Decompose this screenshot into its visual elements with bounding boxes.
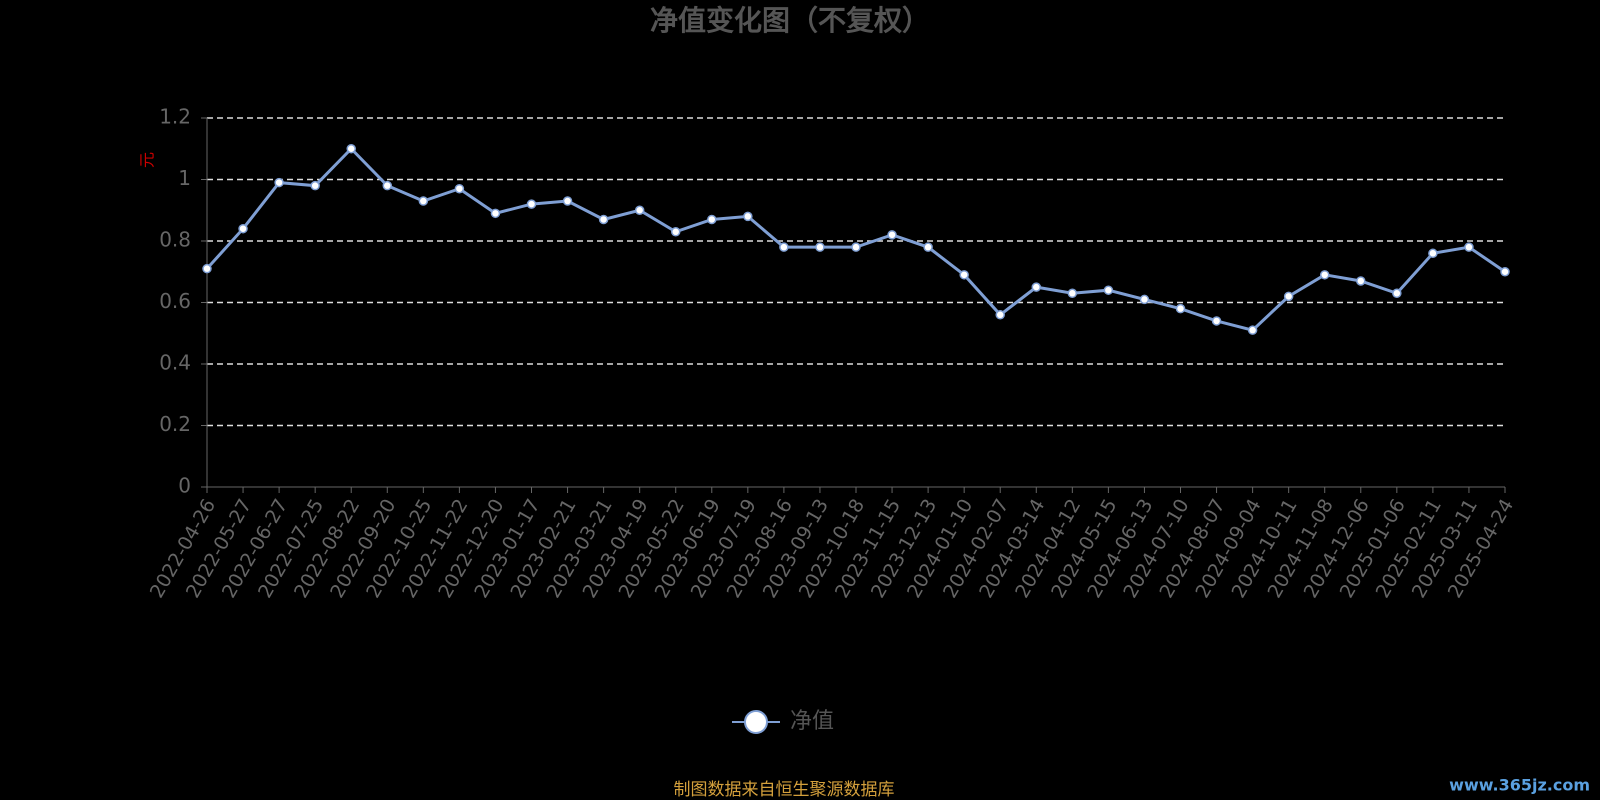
data-point [1175,303,1186,314]
chart-title: 净值变化图（不复权） [650,4,930,37]
y-tick-label: 0 [178,474,191,498]
legend-label: 净值 [790,709,834,734]
data-point [995,310,1005,320]
data-point [1500,267,1510,277]
source-note: 制图数据来自恒生聚源数据库 [674,780,895,800]
y-tick-label: 1 [178,166,191,190]
y-tick-label: 1.2 [159,105,191,129]
y-tick-label: 0.2 [159,412,191,436]
data-point [1464,242,1474,252]
legend-marker [744,710,768,734]
data-point [707,214,717,225]
data-point [562,196,573,206]
data-point [779,242,789,252]
data-point [1067,288,1078,299]
data-point [851,242,861,252]
data-point [1392,288,1402,299]
data-point [238,223,248,234]
data-point [634,205,645,215]
data-point [743,211,753,222]
data-point [959,270,969,280]
data-point [670,227,681,237]
data-point [202,263,212,274]
data-point [1319,270,1330,280]
data-point [815,242,825,252]
data-point [1428,248,1438,259]
y-tick-label: 0.6 [159,289,191,313]
y-axis-label: 元 [138,152,157,168]
data-point [310,180,320,191]
data-point [454,183,465,194]
data-point [274,177,284,188]
data-point [346,144,356,154]
data-point [1247,325,1258,335]
y-tick-label: 0.4 [159,351,191,375]
data-point [598,214,609,225]
data-point [382,180,393,191]
data-point [490,208,501,219]
data-point [1211,316,1222,326]
data-point [1283,291,1294,302]
data-point [923,242,933,252]
y-tick-label: 0.8 [159,228,191,252]
data-point [887,230,897,240]
data-point [418,196,429,206]
data-point [1139,294,1150,305]
data-point [1103,285,1114,295]
data-point [1031,282,1042,292]
data-point [526,199,537,209]
data-point [1356,276,1366,286]
watermark: www.365jz.com [1449,776,1590,795]
